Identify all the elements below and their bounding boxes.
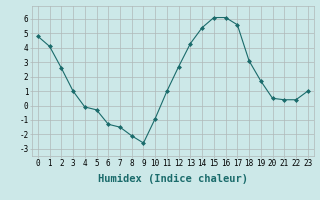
X-axis label: Humidex (Indice chaleur): Humidex (Indice chaleur) [98,174,248,184]
